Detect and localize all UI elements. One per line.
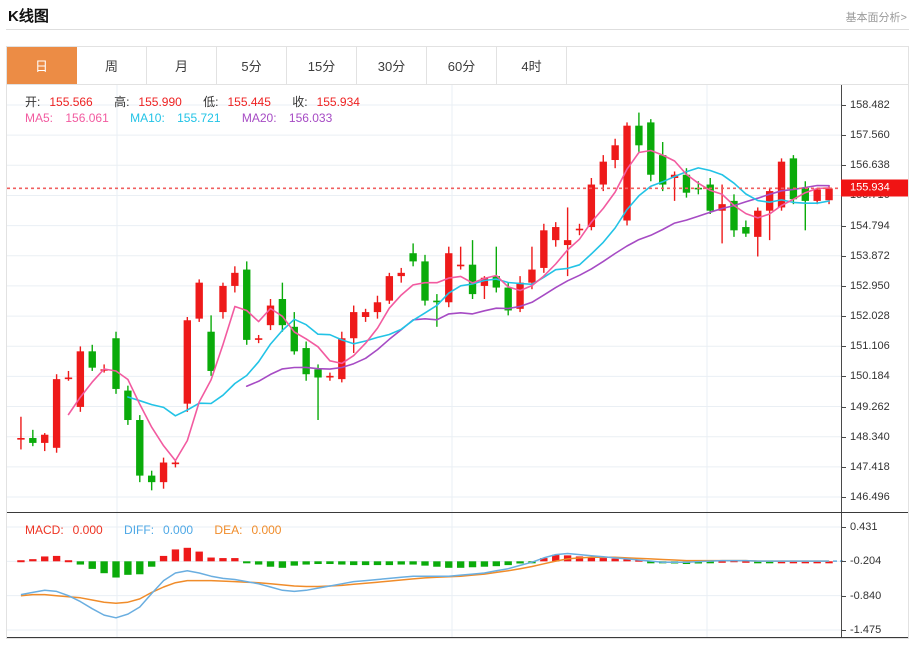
- tab-日[interactable]: 日: [7, 47, 77, 84]
- macd-plot-area[interactable]: [7, 513, 843, 638]
- axis-tick-mark: [841, 527, 846, 528]
- axis-tick-mark: [841, 255, 846, 257]
- price-axis-label: 154.794: [850, 219, 890, 232]
- macd-histogram: [17, 547, 833, 578]
- axis-tick-mark: [841, 376, 846, 378]
- macd-axis-label: -1.475: [850, 624, 882, 636]
- price-axis-label: 158.482: [850, 99, 890, 111]
- tab-label: 日: [34, 59, 48, 74]
- tab-label: 30分: [377, 59, 406, 74]
- fundamental-analysis-link[interactable]: 基本面分析>: [845, 12, 907, 24]
- price-axis-label: 152.028: [850, 310, 890, 323]
- price-chart-svg: [7, 85, 843, 513]
- chart-bottom-border: [7, 637, 908, 638]
- price-axis-label: 151.106: [850, 340, 890, 353]
- tabbar-filler: [567, 47, 908, 84]
- price-axis-label: 153.872: [850, 249, 890, 262]
- price-y-axis: 158.482157.560156.638155.716154.794153.8…: [841, 85, 908, 513]
- macd-chart-svg: [7, 513, 843, 638]
- tab-月[interactable]: 月: [147, 47, 217, 84]
- macd-axis-label: 0.431: [850, 521, 878, 533]
- tab-30分[interactable]: 30分: [357, 47, 427, 84]
- price-axis-label: 156.638: [850, 159, 890, 172]
- page-title: K线图: [8, 8, 49, 25]
- axis-tick-mark: [841, 135, 846, 137]
- axis-tick-mark: [841, 630, 846, 631]
- axis-tick-mark: [841, 165, 846, 167]
- axis-tick-mark: [841, 316, 846, 318]
- price-axis-label: 157.560: [850, 129, 890, 142]
- timeframe-tabbar: 日 周 月 5分 15分 30分 60分 4时: [6, 46, 909, 85]
- price-axis-label: 149.262: [850, 400, 890, 413]
- chart-container: 158.482157.560156.638155.716154.794153.8…: [6, 85, 909, 639]
- axis-tick-mark: [841, 105, 846, 106]
- current-price-badge: 155.934: [841, 179, 908, 197]
- price-plot-area[interactable]: [7, 85, 843, 513]
- price-panel: 158.482157.560156.638155.716154.794153.8…: [7, 85, 908, 513]
- tab-60分[interactable]: 60分: [427, 47, 497, 84]
- candlestick-series: [17, 112, 833, 491]
- price-axis-label: 146.496: [850, 491, 890, 503]
- macd-axis-label: -0.840: [850, 589, 882, 602]
- header-divider: [6, 29, 909, 30]
- price-axis-spine: [841, 85, 842, 513]
- axis-tick-mark: [841, 436, 846, 438]
- macd-y-axis: 0.431 -0.204 -0.840 -1.475: [841, 513, 908, 638]
- price-axis-label: 148.340: [850, 430, 890, 443]
- axis-tick-mark: [841, 406, 846, 408]
- price-axis-label: 147.418: [850, 460, 890, 473]
- axis-tick-mark: [841, 285, 846, 287]
- tab-label: 周: [104, 59, 118, 74]
- price-axis-label: 152.950: [850, 279, 890, 292]
- macd-axis-spine: [841, 513, 842, 638]
- tab-label: 5分: [241, 59, 262, 74]
- tab-4时[interactable]: 4时: [497, 47, 567, 84]
- tab-label: 4时: [521, 59, 542, 74]
- macd-axis-label: -0.204: [850, 555, 882, 568]
- tab-15分[interactable]: 15分: [287, 47, 357, 84]
- panel-divider: [7, 512, 908, 513]
- axis-tick-mark: [841, 561, 846, 563]
- page-header: K线图 基本面分析>: [0, 0, 915, 30]
- tab-周[interactable]: 周: [77, 47, 147, 84]
- price-axis-label: 150.184: [850, 370, 890, 383]
- axis-tick-mark: [841, 346, 846, 348]
- tab-label: 月: [174, 59, 188, 74]
- axis-tick-mark: [841, 595, 846, 597]
- axis-tick-mark: [841, 497, 846, 498]
- macd-panel: 0.431 -0.204 -0.840 -1.475 MACD: 0.000 DIFF:…: [7, 513, 908, 638]
- axis-tick-mark: [841, 225, 846, 227]
- tab-label: 15分: [307, 59, 336, 74]
- tab-5分[interactable]: 5分: [217, 47, 287, 84]
- tab-label: 60分: [447, 59, 476, 74]
- axis-tick-mark: [841, 466, 846, 468]
